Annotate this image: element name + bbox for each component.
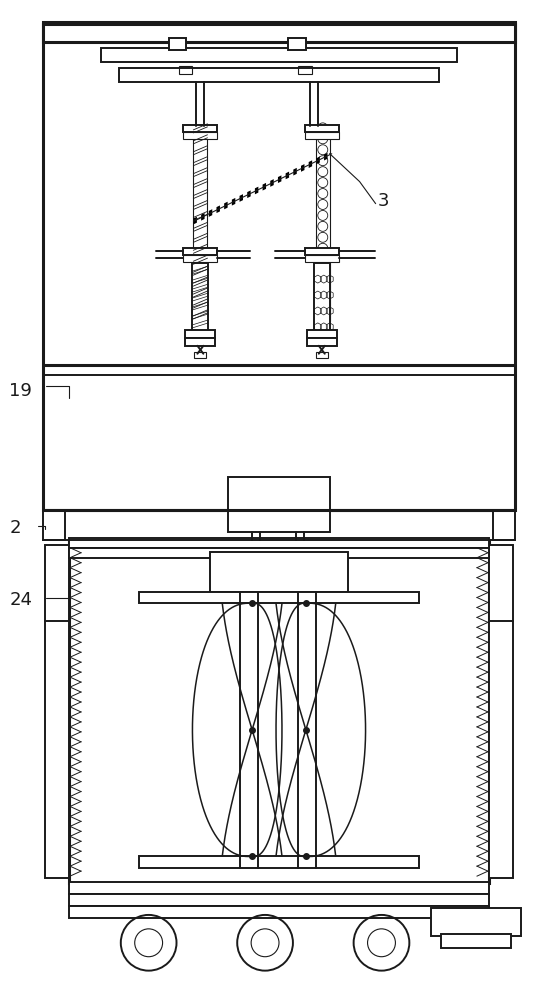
Bar xyxy=(316,126,330,321)
Bar xyxy=(43,22,515,510)
Bar xyxy=(119,68,439,82)
Polygon shape xyxy=(263,183,266,191)
Bar xyxy=(101,48,457,62)
Polygon shape xyxy=(278,175,281,183)
Bar xyxy=(179,66,193,74)
Polygon shape xyxy=(294,168,297,176)
Bar xyxy=(69,882,489,894)
Text: 2: 2 xyxy=(9,519,21,537)
Bar xyxy=(307,330,336,338)
Text: 24: 24 xyxy=(9,591,32,609)
Bar xyxy=(45,545,69,878)
Bar xyxy=(288,38,306,50)
Polygon shape xyxy=(286,172,289,179)
Text: 3: 3 xyxy=(378,192,389,210)
Polygon shape xyxy=(239,194,243,202)
Polygon shape xyxy=(194,217,197,224)
Bar xyxy=(184,132,217,139)
Polygon shape xyxy=(217,205,220,213)
Bar xyxy=(305,125,339,132)
Bar xyxy=(184,255,217,262)
Bar xyxy=(69,906,489,918)
Bar xyxy=(185,330,215,338)
Bar xyxy=(305,255,339,262)
Bar xyxy=(69,894,489,906)
Bar xyxy=(184,125,217,132)
Bar xyxy=(489,545,513,878)
Bar xyxy=(194,352,206,358)
Bar xyxy=(69,540,489,883)
Polygon shape xyxy=(247,190,251,198)
Bar xyxy=(193,263,208,331)
Polygon shape xyxy=(209,209,212,217)
Polygon shape xyxy=(201,213,205,221)
Bar xyxy=(43,510,65,540)
Bar xyxy=(69,538,489,548)
Bar xyxy=(43,24,515,42)
Bar xyxy=(69,548,489,558)
Bar xyxy=(305,248,339,255)
Bar xyxy=(139,856,419,868)
Bar xyxy=(316,352,328,358)
Bar xyxy=(493,510,515,540)
Bar xyxy=(210,552,348,592)
Bar xyxy=(307,338,336,346)
Bar xyxy=(185,338,215,346)
Bar xyxy=(228,477,330,532)
Bar xyxy=(184,248,217,255)
Polygon shape xyxy=(270,179,274,187)
Bar xyxy=(169,38,186,50)
Polygon shape xyxy=(224,202,228,209)
Bar xyxy=(194,126,208,321)
Bar xyxy=(139,592,419,603)
Bar xyxy=(314,263,330,331)
Text: 19: 19 xyxy=(9,382,32,400)
Bar xyxy=(305,132,339,139)
Bar xyxy=(441,934,511,948)
Polygon shape xyxy=(324,153,328,160)
Bar xyxy=(431,908,521,936)
Polygon shape xyxy=(309,160,312,168)
Polygon shape xyxy=(255,187,258,194)
Polygon shape xyxy=(301,164,305,172)
Polygon shape xyxy=(232,198,235,206)
Polygon shape xyxy=(316,157,320,164)
Bar xyxy=(298,66,312,74)
